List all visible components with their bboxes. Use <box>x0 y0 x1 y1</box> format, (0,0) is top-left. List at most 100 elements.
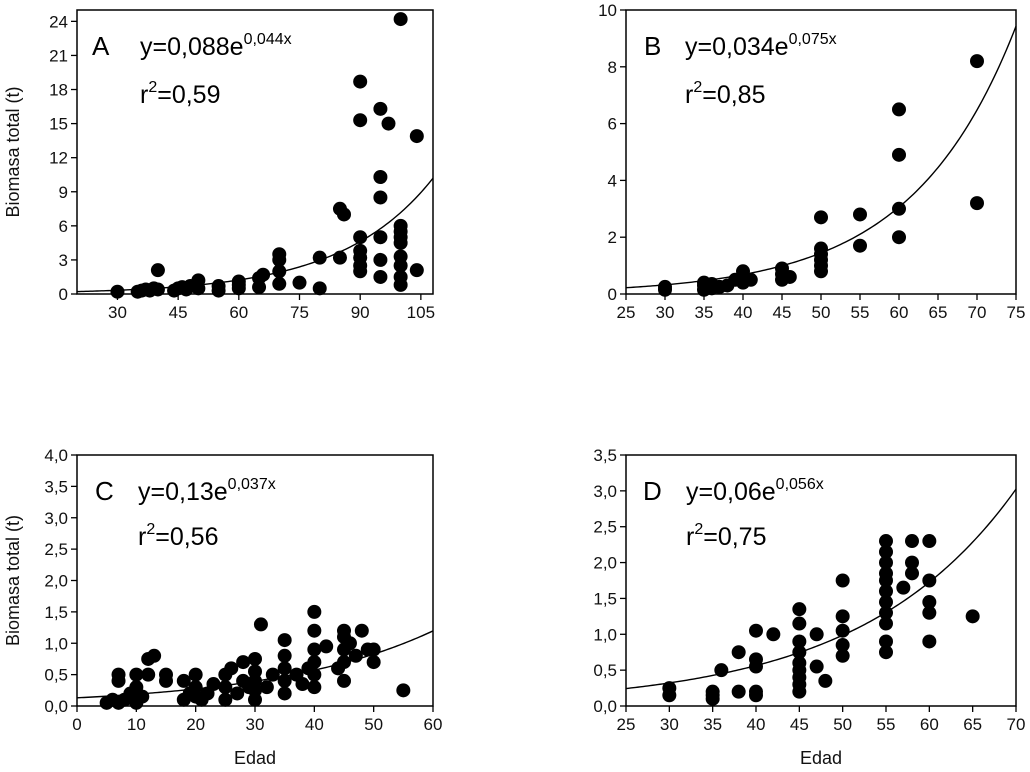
x-tick-label: 55 <box>851 303 870 322</box>
plot-frame <box>625 454 1017 707</box>
r-squared-value: =0,56 <box>155 523 218 551</box>
data-point <box>835 638 850 653</box>
fit-equation-base: y=0,034e <box>685 33 789 61</box>
data-point <box>393 12 408 27</box>
data-point <box>176 673 191 688</box>
data-point <box>337 207 351 222</box>
y-tick-label: 15 <box>49 115 68 134</box>
x-tick-label: 65 <box>929 303 948 322</box>
data-point <box>879 645 893 660</box>
y-tick-label: 8 <box>608 58 617 77</box>
data-point <box>373 269 388 284</box>
data-point <box>809 659 824 674</box>
r-squared-exponent: 2 <box>148 79 157 96</box>
y-tick-label: 0 <box>608 285 617 304</box>
y-tick-label: 2,5 <box>593 518 617 537</box>
data-point <box>879 595 893 610</box>
data-point <box>922 595 937 610</box>
r-squared: r2=0,75 <box>686 521 767 551</box>
data-point <box>818 673 833 688</box>
data-point <box>792 616 807 631</box>
data-point <box>110 284 125 299</box>
data-point <box>236 655 251 670</box>
x-tick-label: 40 <box>305 715 324 734</box>
y-tick-label: 1,0 <box>593 625 617 644</box>
r-squared-exponent: 2 <box>146 521 155 538</box>
data-point <box>342 636 357 651</box>
data-point <box>277 648 292 663</box>
data-point <box>814 210 828 225</box>
data-point <box>879 605 893 620</box>
data-point <box>879 584 893 599</box>
x-tick-label: 60 <box>229 303 248 322</box>
fit-equation-base: y=0,06e <box>686 478 776 506</box>
data-point <box>373 230 388 245</box>
data-point <box>307 623 322 638</box>
data-point <box>409 263 424 278</box>
data-point <box>307 667 322 682</box>
data-point <box>879 616 893 631</box>
data-point <box>743 272 758 287</box>
data-point <box>337 655 351 670</box>
data-point <box>332 250 347 265</box>
y-axis-label: Biomasa total (t) <box>3 515 23 646</box>
data-point <box>188 680 203 695</box>
data-point <box>211 283 226 298</box>
y-tick-label: 4,0 <box>44 446 68 465</box>
r-squared-symbol: r <box>140 81 148 109</box>
data-point <box>662 681 677 696</box>
data-point <box>353 264 368 279</box>
data-point <box>353 113 368 128</box>
data-point <box>409 129 424 144</box>
x-tick-label: 30 <box>656 303 675 322</box>
data-point <box>111 667 126 682</box>
data-point <box>337 673 351 688</box>
data-point <box>892 201 906 216</box>
data-point <box>150 263 165 278</box>
data-point <box>319 639 334 654</box>
data-point <box>129 667 144 682</box>
y-tick-label: 0,0 <box>593 697 617 716</box>
data-point <box>892 102 906 117</box>
data-point <box>265 667 280 682</box>
fit-equation-base: y=0,088e <box>140 33 244 61</box>
fit-equation: y=0,13e0,037x <box>138 476 276 506</box>
y-tick-label: 2,0 <box>593 554 617 573</box>
data-point <box>853 207 867 222</box>
data-point <box>879 544 893 559</box>
r-squared: r2=0,85 <box>685 79 766 109</box>
data-point <box>373 190 388 205</box>
data-point <box>731 645 746 660</box>
data-point <box>230 686 245 701</box>
data-point <box>259 680 274 695</box>
panel-letter: B <box>644 31 661 61</box>
r-squared-exponent: 2 <box>693 79 702 96</box>
data-point <box>879 555 893 570</box>
x-tick-label: 55 <box>877 715 896 734</box>
plot-frame <box>76 9 434 295</box>
r-squared: r2=0,56 <box>138 521 219 551</box>
y-tick-label: 18 <box>49 81 68 100</box>
r-squared-symbol: r <box>138 523 146 551</box>
data-point <box>705 684 720 699</box>
x-tick-label: 60 <box>424 715 443 734</box>
data-point <box>231 277 246 292</box>
data-point <box>922 605 937 620</box>
data-point <box>749 652 763 667</box>
data-point <box>188 667 203 682</box>
data-point <box>970 196 984 211</box>
x-axis-label: Edad <box>234 748 276 768</box>
x-tick-label: 25 <box>617 303 636 322</box>
y-tick-label: 4 <box>608 171 617 190</box>
x-tick-label: 75 <box>1007 303 1026 322</box>
y-tick-label: 6 <box>59 217 68 236</box>
data-point <box>295 677 310 692</box>
data-point <box>393 277 408 292</box>
x-tick-label: 35 <box>695 303 714 322</box>
x-tick-label: 25 <box>617 715 636 734</box>
data-point <box>381 116 396 131</box>
y-tick-label: 10 <box>598 1 617 20</box>
data-point <box>353 74 368 89</box>
data-point <box>348 648 363 663</box>
data-point <box>835 573 850 588</box>
